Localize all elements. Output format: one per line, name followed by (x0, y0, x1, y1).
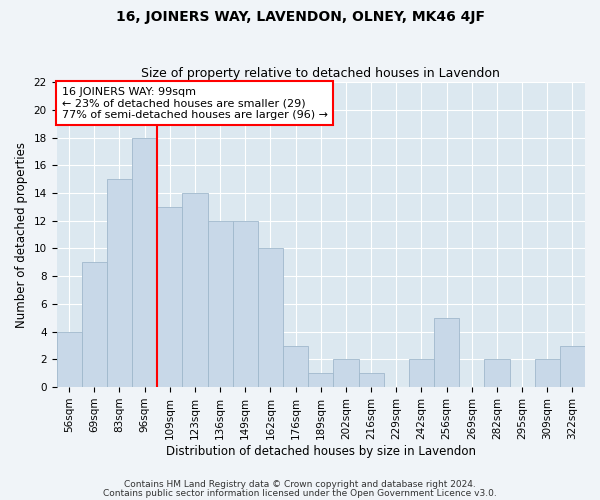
Text: Contains public sector information licensed under the Open Government Licence v3: Contains public sector information licen… (103, 488, 497, 498)
Bar (82, 262, 107, 387)
Bar (283, 346, 308, 387)
Bar (535, 360, 560, 387)
Bar (107, 179, 132, 387)
Y-axis label: Number of detached properties: Number of detached properties (15, 142, 28, 328)
Bar (233, 220, 258, 387)
Bar (434, 318, 459, 387)
Bar (308, 373, 334, 387)
X-axis label: Distribution of detached houses by size in Lavendon: Distribution of detached houses by size … (166, 444, 476, 458)
Bar (409, 360, 434, 387)
Text: Contains HM Land Registry data © Crown copyright and database right 2024.: Contains HM Land Registry data © Crown c… (124, 480, 476, 489)
Bar (132, 138, 157, 387)
Bar (182, 193, 208, 387)
Bar (258, 248, 283, 387)
Bar (334, 360, 359, 387)
Text: 16, JOINERS WAY, LAVENDON, OLNEY, MK46 4JF: 16, JOINERS WAY, LAVENDON, OLNEY, MK46 4… (115, 10, 485, 24)
Bar (56, 332, 82, 387)
Text: 16 JOINERS WAY: 99sqm
← 23% of detached houses are smaller (29)
77% of semi-deta: 16 JOINERS WAY: 99sqm ← 23% of detached … (62, 86, 328, 120)
Bar (484, 360, 509, 387)
Bar (359, 373, 383, 387)
Title: Size of property relative to detached houses in Lavendon: Size of property relative to detached ho… (142, 66, 500, 80)
Bar (208, 220, 233, 387)
Bar (157, 207, 182, 387)
Bar (560, 346, 585, 387)
